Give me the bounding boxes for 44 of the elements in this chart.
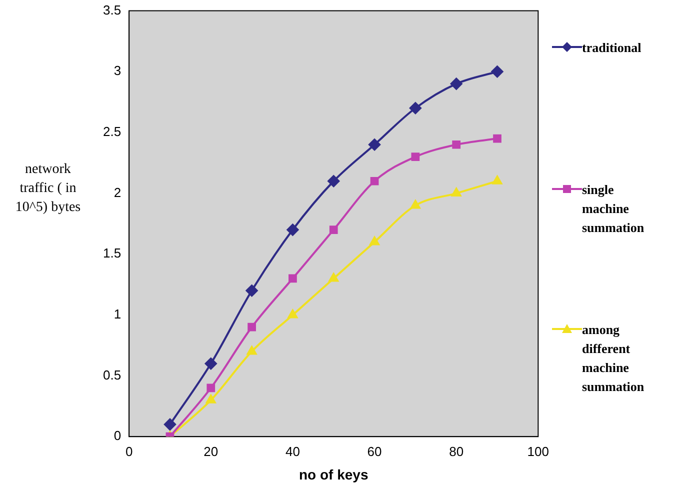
- point: [491, 66, 504, 78]
- x-tick-label: 20: [204, 444, 218, 459]
- point: [206, 394, 216, 404]
- x-tick-label: 80: [449, 444, 464, 459]
- y-tick-label: 2: [114, 184, 122, 200]
- x-tick-label: 0: [125, 444, 133, 459]
- point: [246, 346, 257, 355]
- point: [329, 226, 338, 234]
- y-tick-label: 3: [114, 63, 122, 78]
- point: [450, 78, 462, 90]
- point: [328, 175, 340, 188]
- x-tick-label: 100: [527, 444, 550, 459]
- y-axis-title: network traffic ( in 10^5) bytes: [14, 161, 82, 217]
- point: [286, 224, 299, 236]
- point: [288, 274, 297, 283]
- point: [411, 152, 420, 161]
- point: [370, 176, 379, 186]
- point: [288, 309, 298, 318]
- point: [328, 272, 339, 282]
- legend-label: single machine summation: [582, 181, 646, 237]
- point: [246, 284, 258, 297]
- point: [248, 322, 256, 332]
- x-axis-title: no of keys: [298, 466, 368, 482]
- point: [492, 176, 502, 184]
- y-tick-label: 3.5: [102, 2, 122, 18]
- point: [409, 102, 422, 114]
- point: [493, 134, 502, 143]
- point: [368, 138, 381, 151]
- point: [452, 140, 461, 149]
- y-tick-label: 1.5: [102, 246, 122, 261]
- y-tick-label: 1: [114, 306, 122, 322]
- legend-label: traditional: [582, 39, 642, 57]
- x-tick-label: 60: [367, 444, 382, 459]
- point: [451, 188, 462, 197]
- point: [410, 200, 420, 209]
- legend-label: among different machine summation: [582, 321, 646, 396]
- point: [370, 236, 380, 246]
- y-tick-label: 0: [114, 428, 122, 444]
- x-tick-label: 40: [285, 444, 300, 459]
- point: [164, 418, 176, 430]
- y-tick-label: 2.5: [102, 124, 122, 140]
- y-tick-label: 0.5: [102, 367, 122, 382]
- point: [206, 384, 216, 392]
- point: [204, 358, 217, 370]
